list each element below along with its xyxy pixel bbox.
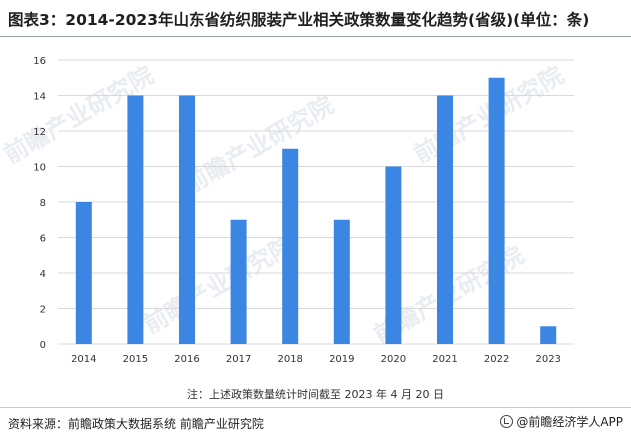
bar — [127, 95, 144, 344]
bar-chart: 前瞻产业研究院前瞻产业研究院前瞻产业研究院前瞻产业研究院前瞻产业研究院 0246… — [0, 56, 574, 365]
y-tick-label: 8 — [40, 198, 46, 209]
footer-divider — [0, 407, 631, 408]
footnote: 注：上述政策数量统计时间截至 2023 年 4 月 20 日 — [187, 388, 444, 401]
x-tick-label: 2017 — [226, 354, 251, 365]
bar — [282, 148, 299, 344]
x-tick-label: 2023 — [535, 354, 560, 365]
bar — [437, 95, 453, 344]
bar — [488, 77, 505, 344]
chart-area: 前瞻产业研究院前瞻产业研究院前瞻产业研究院前瞻产业研究院前瞻产业研究院 0246… — [0, 44, 631, 379]
brand-label: @前瞻经济学人APP — [516, 415, 623, 429]
bar — [230, 219, 247, 344]
y-tick-label: 14 — [33, 92, 46, 103]
y-tick-label: 2 — [40, 305, 46, 316]
watermark-logo: 前瞻产业研究院 — [179, 91, 338, 199]
x-tick-label: 2019 — [329, 354, 354, 365]
x-tick-label: 2015 — [123, 354, 148, 365]
gridlines — [58, 59, 574, 345]
bar — [540, 326, 557, 344]
x-tick-label: 2022 — [484, 354, 509, 365]
y-axis-ticks: 0 2 4 6 8 10 12 14 16 — [33, 56, 46, 351]
y-tick-label: 10 — [33, 163, 46, 174]
y-tick-label: 12 — [33, 127, 46, 138]
bar — [179, 95, 195, 344]
x-tick-label: 2016 — [174, 354, 199, 365]
x-axis-ticks: 2014 2015 2016 2017 2018 2019 2020 2021 2022 2023 — [71, 354, 561, 365]
chart-title: 图表3：2014-2023年山东省纺织服装产业相关政策数量变化趋势(省级)(单位… — [8, 11, 590, 29]
y-tick-label: 6 — [40, 234, 46, 245]
x-tick-label: 2014 — [71, 354, 96, 365]
y-tick-label: 4 — [40, 269, 46, 280]
bars — [75, 77, 557, 344]
x-tick-label: 2018 — [277, 354, 302, 365]
y-tick-label: 16 — [33, 56, 46, 67]
brand-logo-icon — [500, 415, 514, 428]
title-divider — [0, 36, 631, 37]
brand-credit: @前瞻经济学人APP — [500, 413, 623, 430]
bar — [75, 202, 92, 344]
x-tick-label: 2020 — [381, 354, 406, 365]
bar — [385, 166, 402, 344]
bar — [333, 219, 350, 344]
watermark-logo: 前瞻产业研究院 — [139, 231, 298, 339]
x-tick-label: 2021 — [432, 354, 457, 365]
source-text: 资料来源：前瞻政策大数据系统 前瞻产业研究院 — [8, 417, 264, 431]
y-tick-label: 0 — [40, 340, 46, 351]
